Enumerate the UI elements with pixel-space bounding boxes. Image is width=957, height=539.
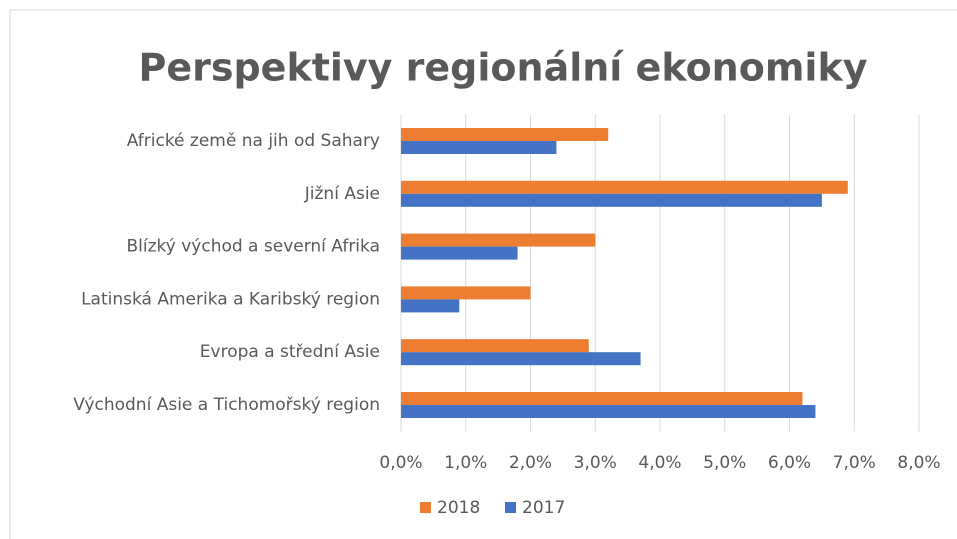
legend-swatch	[420, 502, 431, 513]
x-tick-label: 0,0%	[379, 453, 422, 473]
bar	[401, 286, 531, 300]
legend-label: 2017	[522, 498, 565, 518]
y-tick-label: Jižní Asie	[304, 184, 380, 204]
bar	[401, 193, 822, 207]
bar	[401, 352, 641, 366]
bar	[401, 339, 589, 353]
x-tick-label: 4,0%	[638, 453, 681, 473]
bar	[401, 299, 460, 313]
bar	[401, 246, 518, 260]
x-tick-label: 2,0%	[509, 453, 552, 473]
bar	[401, 141, 557, 154]
legend-label: 2018	[437, 498, 480, 518]
bar	[401, 180, 848, 194]
x-tick-label: 8,0%	[897, 453, 940, 473]
y-tick-label: Východní Asie a Tichomořský region	[73, 395, 380, 415]
bar	[401, 405, 816, 418]
x-tick-label: 1,0%	[444, 453, 487, 473]
y-tick-label: Africké země na jih od Sahary	[127, 131, 380, 151]
y-tick-label: Blízký východ a severní Afrika	[126, 237, 380, 257]
x-tick-label: 6,0%	[768, 453, 811, 473]
legend-swatch	[505, 502, 516, 513]
bar	[401, 128, 609, 141]
x-tick-label: 3,0%	[574, 453, 617, 473]
chart-frame	[9, 9, 957, 539]
y-tick-label: Evropa a střední Asie	[200, 342, 380, 362]
x-tick-label: 5,0%	[703, 453, 746, 473]
y-tick-label: Latinská Amerika a Karibský region	[81, 289, 380, 309]
bar	[401, 392, 803, 405]
chart-title: Perspektivy regionální ekonomiky	[138, 46, 867, 90]
bar	[401, 233, 596, 247]
x-tick-label: 7,0%	[833, 453, 876, 473]
